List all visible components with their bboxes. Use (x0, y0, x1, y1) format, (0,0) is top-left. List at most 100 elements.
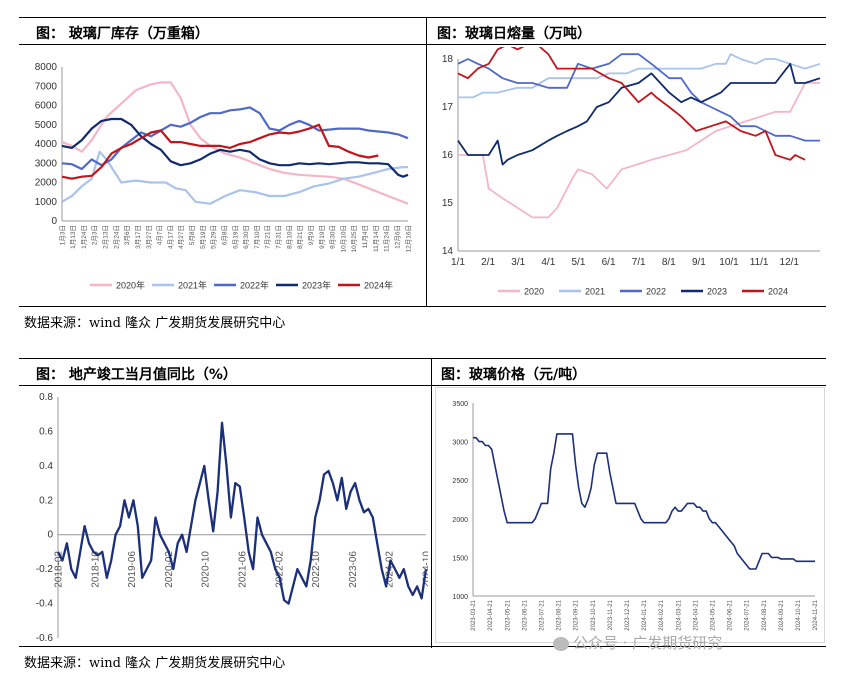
x-tick-label: 7/1 (632, 257, 646, 268)
x-tick-label: 5月19日 (199, 225, 207, 249)
x-tick-label: 4月7日 (156, 225, 164, 245)
watermark-text: 公众号 · 广发期货研究 (573, 634, 723, 652)
legend-label: 2020 (524, 287, 544, 297)
y-tick-label: 6000 (35, 101, 58, 112)
top-rule (19, 17, 826, 18)
x-tick-label: 4月27日 (177, 225, 185, 249)
series-line-2021 (458, 53, 821, 99)
x-tick-label: 11/1 (750, 257, 769, 268)
top-rule-bottom (19, 44, 826, 45)
series-line-2024年 (61, 123, 379, 180)
x-tick-label: 10月25日 (350, 225, 358, 252)
chart-title-inventory: 图： 玻璃厂库存（万重箱） (36, 26, 209, 42)
x-tick-label: 2024-03-21 (676, 599, 682, 630)
chart-title-completion: 图： 地产竣工当月值同比（%） (36, 367, 237, 383)
melt-volume-chart: 14 15 16 17 18 1/1 2/1 3/1 4/1 5/1 6/1 7/1 8/1 9/1 10/… (442, 47, 821, 297)
x-tick-label: 9月9日 (307, 225, 315, 245)
y-tick-label: 18 (442, 54, 454, 65)
x-tick-label: 2024-11-21 (813, 599, 819, 630)
source-note: 数据来源：wind 隆众 广发期货发展研究中心 (24, 316, 286, 331)
x-tick-label: 5月29日 (210, 225, 218, 249)
x-tick-label: 2024-06-21 (728, 599, 734, 630)
x-tick-label: 2023-03-21 (471, 599, 477, 630)
x-tick-label: 2020-02 (164, 551, 175, 588)
x-tick-label: 5/1 (572, 257, 586, 268)
chart-title-melt: 图：玻璃日熔量（万吨） (437, 26, 591, 42)
x-tick-label: 11月24日 (383, 225, 391, 252)
x-tick-label: 9/1 (692, 257, 706, 268)
glass-price-chart: 1000 1500 2000 2500 3000 3500 2023-03-21 2023-0… (435, 387, 825, 643)
x-tick-label: 11月4日 (361, 225, 369, 248)
series-line-2023 (457, 62, 821, 166)
x-tick-label: 1/1 (451, 257, 465, 268)
y-tick-label: 3500 (452, 401, 468, 408)
y-tick-label: 7000 (35, 81, 58, 92)
x-tick-label: 1月3日 (58, 225, 66, 245)
x-tick-label: 7月21日 (264, 225, 272, 249)
x-tick-label: 2023-10-21 (591, 599, 597, 630)
x-tick-label: 2024-10 (422, 551, 429, 588)
plot-frame (435, 387, 825, 643)
x-tick-label: 2月3日 (91, 225, 99, 245)
x-tick-label: 8月10日 (285, 225, 293, 249)
y-tick-label: 3000 (35, 158, 58, 169)
bottom-rule (19, 306, 826, 307)
series-line-2023年 (61, 117, 409, 178)
x-tick-label: 2018-10 (90, 551, 101, 588)
x-tick-label: 2024-10-21 (796, 599, 802, 630)
series-line-s0 (473, 433, 815, 570)
x-tick-label: 2023-11-21 (608, 599, 614, 630)
chart-title-price: 图：玻璃价格（元/吨） (441, 367, 587, 383)
watermark: 公众号 · 广发期货研究 (553, 632, 722, 653)
legend-label: 2022 (646, 287, 666, 297)
series-line-s0 (56, 421, 428, 605)
x-tick-label: 2/1 (481, 257, 495, 268)
x-tick-label: 2023-09-21 (574, 599, 580, 630)
legend-label: 2022年 (240, 280, 269, 291)
x-tick-label: 2023-04-21 (488, 599, 494, 630)
source-note-bottom: 数据来源：wind 隆众 广发期货发展研究中心 (24, 656, 286, 671)
x-tick-label: 3月27日 (145, 225, 153, 249)
x-tick-label: 11月14日 (372, 225, 380, 252)
y-tick-label: -0.2 (36, 564, 54, 575)
y-tick-label: -0.6 (36, 633, 54, 643)
y-tick-label: 2000 (35, 178, 58, 189)
x-tick-label: 8/1 (662, 257, 676, 268)
x-tick-label: 12月16日 (404, 225, 412, 252)
series-line-2020 (458, 82, 820, 219)
y-tick-label: 1000 (452, 594, 468, 601)
legend-label: 2023年 (302, 280, 331, 291)
panel-divider-mid (431, 358, 432, 648)
x-tick-label: 2024-05-21 (711, 599, 717, 630)
y-tick-label: 4000 (35, 139, 58, 150)
x-tick-label: 2月13日 (102, 225, 110, 249)
mid-rule-bottom (19, 385, 826, 386)
y-tick-label: 0 (47, 530, 53, 541)
y-tick-label: 15 (442, 198, 454, 209)
x-tick-label: 2024-02-21 (659, 599, 665, 630)
x-tick-label: 10月10日 (339, 225, 347, 252)
y-tick-label: -0.4 (36, 599, 54, 610)
x-tick-label: 1月13日 (69, 225, 77, 249)
series-line-2020年 (61, 81, 409, 205)
x-tick-label: 3/1 (511, 257, 525, 268)
x-tick-label: 2020-10 (201, 551, 212, 588)
x-tick-label: 2024-08-21 (762, 599, 768, 630)
x-tick-label: 7月31日 (275, 225, 283, 249)
x-tick-label: 3月6日 (123, 225, 131, 245)
inventory-chart: 0 1000 2000 3000 4000 5000 6000 7000 8000 1月3日 1月1… (35, 62, 413, 291)
x-tick-label: 2024-07-21 (745, 599, 751, 630)
x-tick-label: 2023-07-21 (540, 599, 546, 630)
x-tick-label: 6/1 (602, 257, 616, 268)
x-tick-label: 1月24日 (80, 225, 88, 249)
completion-yoy-chart: -0.6 -0.4 -0.2 0 0.2 0.4 0.6 0.8 2018-02 2018-10 2… (36, 392, 429, 643)
x-tick-label: 8月21日 (296, 225, 304, 249)
x-tick-label: 7月10日 (253, 225, 261, 249)
x-tick-label: 4月17日 (166, 225, 174, 249)
x-tick-label: 2024-09-21 (779, 599, 785, 630)
series-line-2021年 (61, 150, 408, 205)
x-tick-label: 2023-08-21 (557, 599, 563, 630)
legend-label: 2021 (585, 287, 605, 297)
x-tick-label: 6月8日 (220, 225, 228, 245)
y-tick-label: 2500 (452, 478, 468, 485)
